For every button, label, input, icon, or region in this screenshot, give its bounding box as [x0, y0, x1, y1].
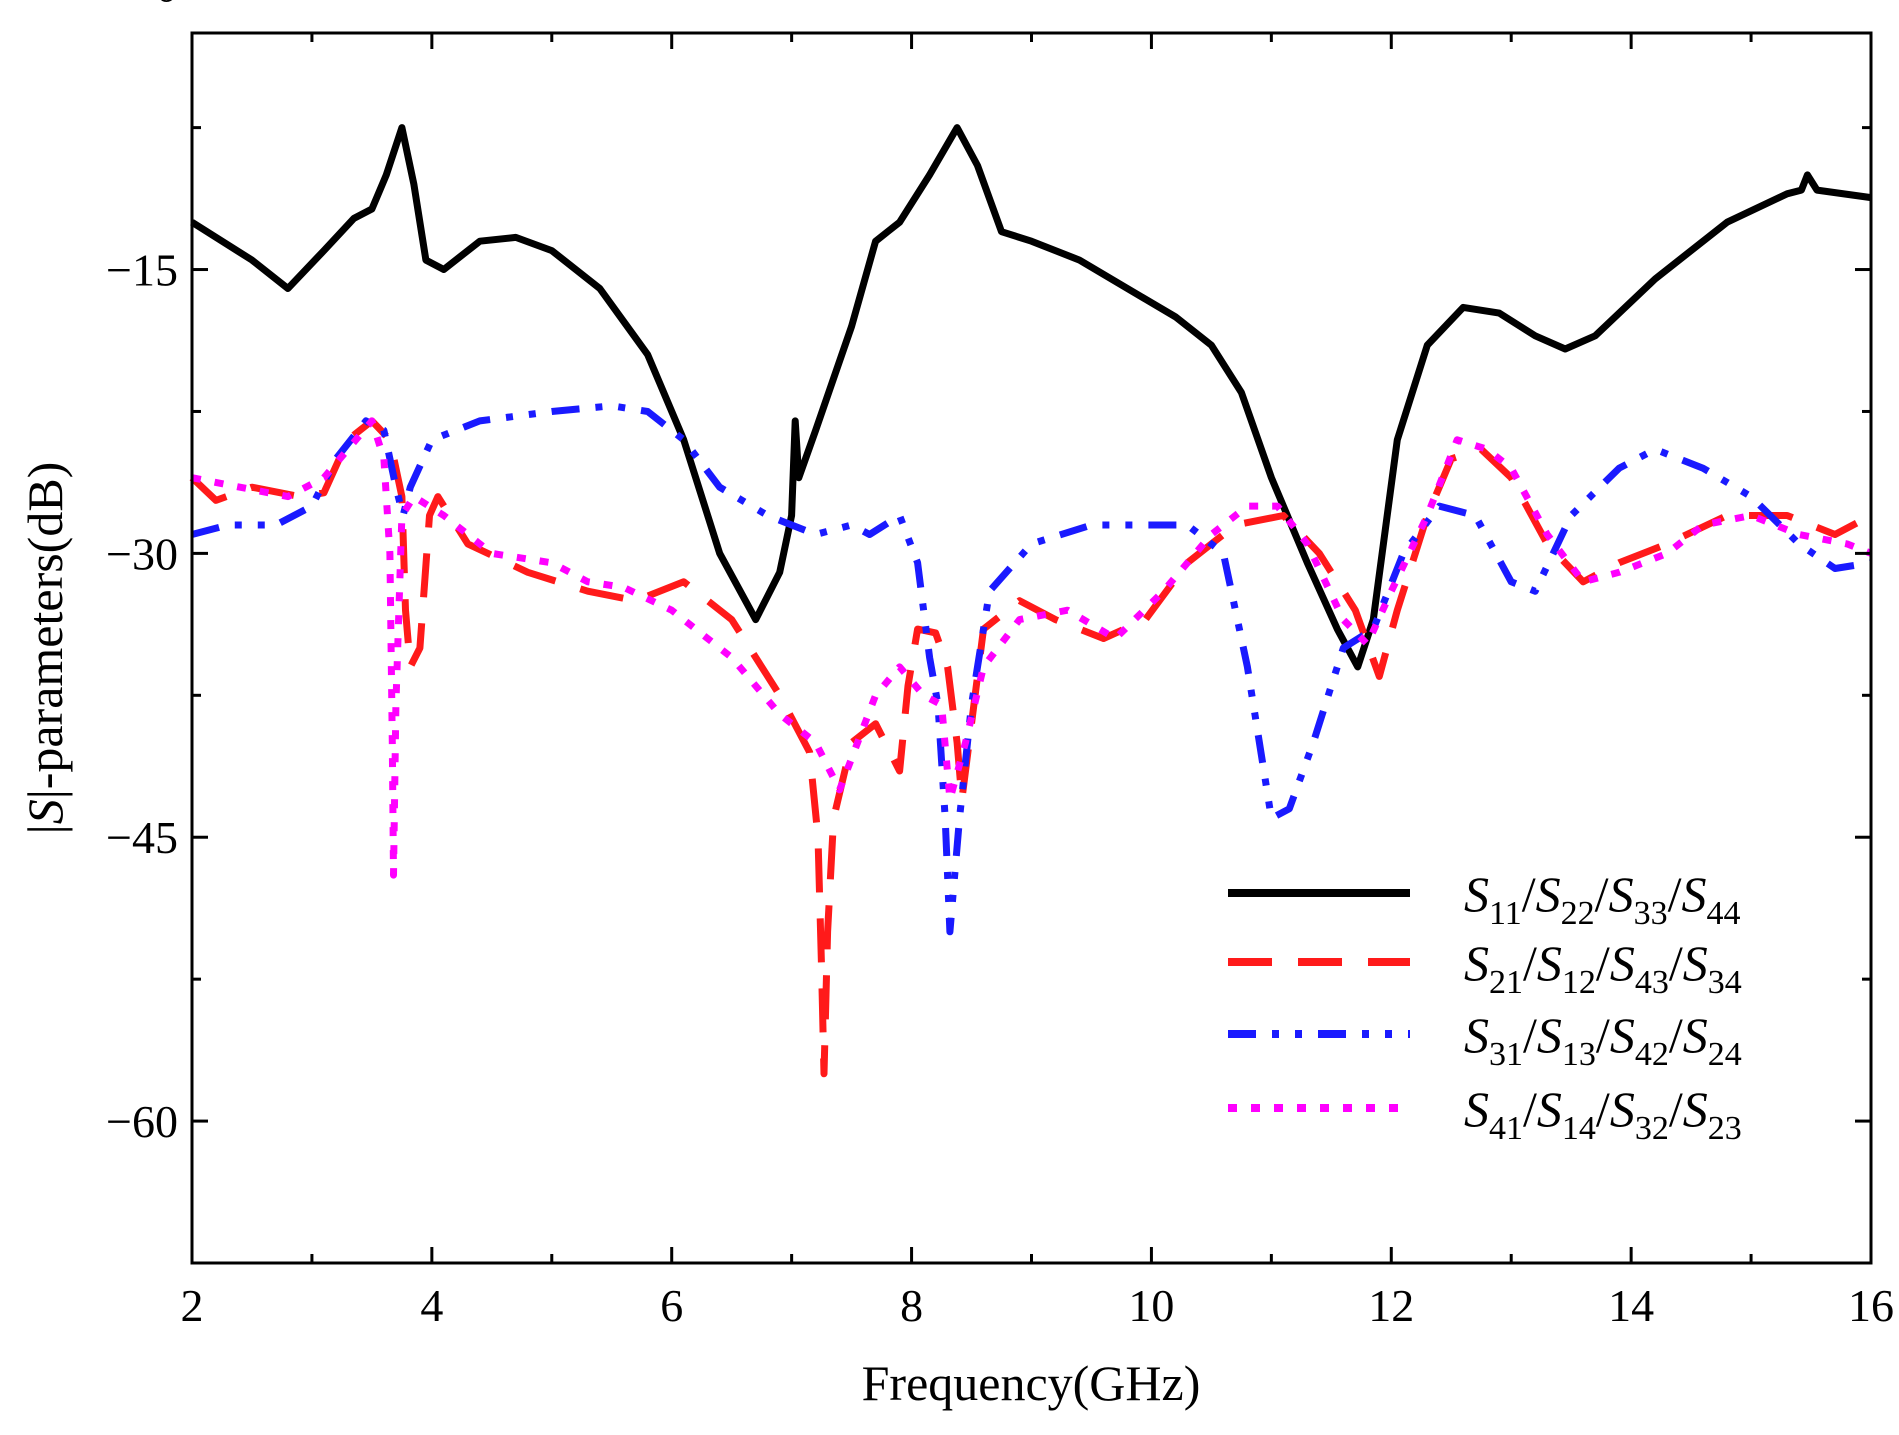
legend-subscript: 31: [1489, 1036, 1523, 1073]
legend-symbol: S: [1681, 866, 1706, 922]
legend-symbol: S: [1683, 935, 1708, 991]
legend-label-1: S11​/S22​/S33​/S44​: [1464, 866, 1740, 932]
series-line-1: [190, 124, 1872, 671]
legend-subscript: 32: [1635, 1110, 1669, 1147]
legend-subscript: 42: [1635, 1036, 1669, 1073]
legend-symbol: S: [1610, 1007, 1635, 1063]
legend-subscript: 24: [1708, 1036, 1742, 1073]
legend-separator: /: [1523, 1081, 1537, 1137]
y-tick-label: −15: [106, 245, 178, 296]
legend-separator: /: [1596, 1081, 1610, 1137]
legend-subscript: 33: [1634, 895, 1668, 932]
legend-separator: /: [1523, 1007, 1537, 1063]
y-axis-title: |S|-parameters(dB): [17, 462, 73, 835]
legend-subscript: 21: [1489, 964, 1523, 1001]
legend-symbol: S: [1683, 1007, 1708, 1063]
legend-separator: /: [1522, 866, 1536, 922]
x-tick-label: 16: [1848, 1280, 1894, 1331]
legend-symbol: S: [1610, 1081, 1635, 1137]
legend-symbol: S: [1464, 1081, 1489, 1137]
legend-subscript: 14: [1562, 1110, 1596, 1147]
y-tick-label: −60: [106, 1096, 178, 1147]
y-axis-title-part: |: [17, 824, 73, 834]
legend-label-2: S21​/S12​/S43​/S34​: [1464, 935, 1742, 1001]
legend-subscript: 44: [1706, 895, 1740, 932]
legend: S11​/S22​/S33​/S44​S21​/S12​/S43​/S34​S3…: [1228, 866, 1742, 1147]
legend-symbol: S: [1464, 935, 1489, 991]
legend-subscript: 43: [1635, 964, 1669, 1001]
series-line-3: [191, 402, 1872, 936]
legend-symbol: S: [1537, 1081, 1562, 1137]
legend-separator: /: [1669, 1007, 1683, 1063]
x-tick-label: 6: [660, 1280, 683, 1331]
legend-separator: /: [1595, 866, 1609, 922]
legend-subscript: 34: [1708, 964, 1742, 1001]
legend-symbol: S: [1609, 866, 1634, 922]
y-tick-label: 0: [155, 0, 178, 12]
legend-symbol: S: [1610, 935, 1635, 991]
legend-subscript: 12: [1562, 964, 1596, 1001]
legend-separator: /: [1596, 1007, 1610, 1063]
legend-label-4: S41​/S14​/S32​/S23​: [1464, 1081, 1742, 1147]
y-axis-title-part: |-parameters(dB): [17, 462, 73, 800]
legend-symbol: S: [1464, 866, 1489, 922]
x-axis-title: Frequency(GHz): [862, 1355, 1201, 1411]
series-line-4: [191, 417, 1873, 879]
series-layer: [189, 124, 1873, 1078]
legend-label-3: S31​/S13​/S42​/S24​: [1464, 1007, 1742, 1073]
legend-subscript: 22: [1561, 895, 1595, 932]
legend-symbol: S: [1464, 1007, 1489, 1063]
legend-subscript: 41: [1489, 1110, 1523, 1147]
legend-symbol: S: [1683, 1081, 1708, 1137]
x-tick-label: 10: [1128, 1280, 1174, 1331]
legend-symbol: S: [1537, 1007, 1562, 1063]
y-axis-title-symbol: S: [17, 799, 73, 824]
legend-separator: /: [1668, 866, 1682, 922]
x-tick-label: 4: [420, 1280, 443, 1331]
legend-separator: /: [1669, 935, 1683, 991]
y-tick-label: −45: [106, 812, 178, 863]
legend-subscript: 13: [1562, 1036, 1596, 1073]
x-tick-label: 12: [1368, 1280, 1414, 1331]
x-tick-label: 8: [900, 1280, 923, 1331]
legend-symbol: S: [1536, 866, 1561, 922]
plot-frame: [190, 31, 1873, 1265]
legend-separator: /: [1596, 935, 1610, 991]
legend-symbol: S: [1537, 935, 1562, 991]
legend-separator: /: [1523, 935, 1537, 991]
legend-separator: /: [1669, 1081, 1683, 1137]
legend-subscript: 23: [1708, 1110, 1742, 1147]
x-tick-label: 14: [1608, 1280, 1654, 1331]
y-tick-label: −30: [106, 528, 178, 579]
ticks-layer: [190, 33, 1873, 1265]
legend-subscript: 11: [1489, 895, 1522, 932]
x-tick-label: 2: [181, 1280, 204, 1331]
